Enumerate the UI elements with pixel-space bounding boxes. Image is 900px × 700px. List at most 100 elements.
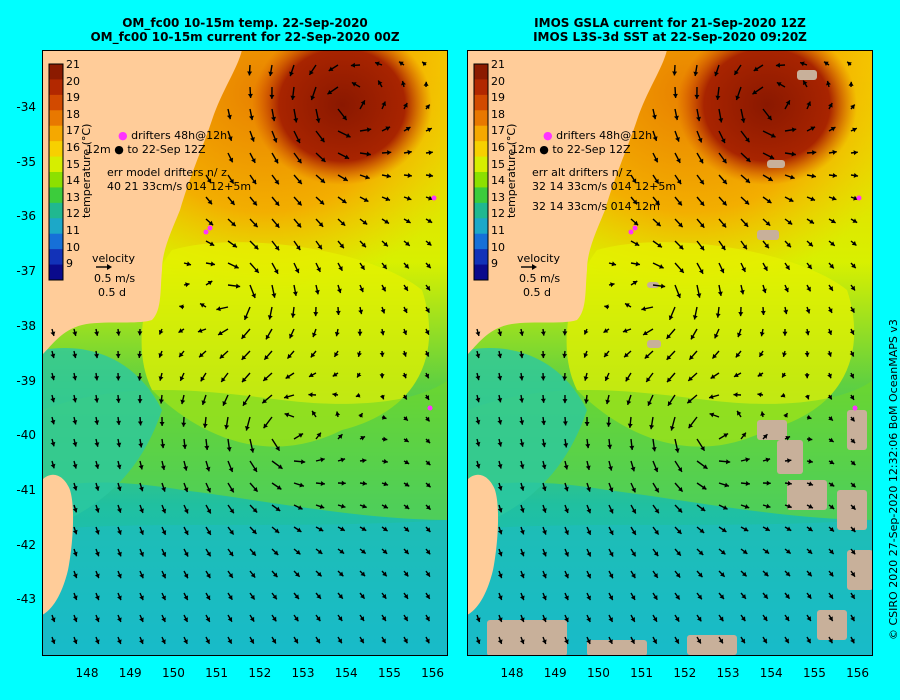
- latitude-label: -36: [16, 209, 36, 224]
- colorbar-tick-label: 16: [66, 141, 80, 154]
- right-velocity-time: 0.5 d: [523, 286, 551, 299]
- missing-data-patch: [847, 410, 867, 450]
- mainland-coast: [467, 50, 667, 355]
- warm-core-eddy: [252, 50, 432, 185]
- right-drifters-legend-line1: ● drifters 48h@12h: [543, 129, 653, 142]
- colorbar-swatch: [474, 79, 488, 96]
- missing-data-patch: [797, 70, 817, 80]
- missing-data-patch: [777, 440, 803, 474]
- colorbar-tick-label: 21: [491, 58, 505, 71]
- drifter-track: [852, 405, 858, 411]
- latitude-label: -35: [16, 154, 36, 169]
- left-drifters-legend-line2: 12m ● to 22-Sep 12Z: [86, 143, 206, 156]
- colorbar-tick-label: 13: [491, 190, 505, 204]
- colorbar-swatch: [49, 79, 63, 96]
- colorbar-swatch: [474, 64, 488, 80]
- missing-data-patch: [767, 160, 785, 168]
- right-title-line1: IMOS GSLA current for 21-Sep-2020 12Z: [534, 16, 806, 30]
- latitude-label: -41: [16, 482, 36, 497]
- colorbar-swatch: [474, 187, 488, 204]
- longitude-label: 155: [377, 666, 401, 680]
- longitude-label: 150: [586, 666, 610, 680]
- colorbar-swatch: [474, 264, 488, 281]
- colorbar-swatch: [49, 249, 63, 266]
- drifter-track: [427, 405, 433, 411]
- colorbar-tick-label: 15: [491, 157, 505, 171]
- right-panel-title: IMOS GSLA current for 21-Sep-2020 12Z IM…: [467, 16, 873, 44]
- colorbar-swatch: [49, 264, 63, 281]
- right-colorbar-title: temperature (°C): [505, 123, 518, 218]
- colorbar-tick-label: 12: [491, 207, 505, 221]
- colorbar-tick-label: 18: [491, 107, 505, 121]
- colorbar-swatch: [49, 172, 63, 188]
- colorbar-swatch: [49, 156, 63, 173]
- colorbar-tick-label: 10: [66, 240, 80, 254]
- colorbar-tick-label: 16: [491, 141, 505, 154]
- colorbar-swatch: [474, 94, 488, 111]
- colorbar-swatch: [49, 218, 63, 235]
- longitude-label: 151: [630, 666, 654, 680]
- colorbar-tick-label: 11: [66, 224, 80, 237]
- latitude-label: -38: [16, 318, 36, 333]
- right-velocity-title: velocity: [517, 252, 560, 265]
- longitude-label: 153: [716, 666, 740, 680]
- right-stats-row1: 32 14 33cm/s 014 12+5m: [532, 180, 677, 193]
- left-map-panel: [42, 50, 448, 656]
- colorbar-tick-label: 18: [66, 107, 80, 121]
- right-map-panel: [467, 50, 873, 656]
- longitude-label: 154: [334, 666, 358, 680]
- left-velocity-title: velocity: [92, 252, 135, 265]
- missing-data-patch: [847, 550, 873, 590]
- colorbar-tick-label: 13: [66, 190, 80, 204]
- right-title-line2: IMOS L3S-3d SST at 22-Sep-2020 09:20Z: [533, 30, 807, 44]
- colorbar-tick-label: 21: [66, 58, 80, 71]
- colorbar-swatch: [474, 110, 488, 127]
- colorbar-swatch: [49, 187, 63, 204]
- colorbar-swatch: [49, 202, 63, 219]
- right-drifters-legend-line2: 12m ● to 22-Sep 12Z: [511, 143, 631, 156]
- colorbar-tick-label: 20: [491, 74, 505, 88]
- missing-data-patch: [487, 620, 567, 656]
- left-map-canvas: [42, 50, 448, 656]
- tasmania: [467, 474, 499, 615]
- longitude-label: 156: [421, 666, 445, 680]
- missing-data-patch: [787, 480, 827, 510]
- right-stats-row2: 32 14 33cm/s 014 12m: [532, 200, 660, 213]
- longitude-label: 156: [846, 666, 870, 680]
- missing-data-patch: [587, 640, 647, 656]
- left-colorbar-title: temperature (°C): [80, 123, 93, 218]
- mainland-coast: [42, 50, 242, 355]
- colorbar-tick-label: 11: [491, 224, 505, 237]
- colorbar-tick-label: 14: [66, 174, 80, 188]
- longitude-label: 148: [75, 666, 99, 680]
- left-panel-title: OM_fc00 10-15m temp. 22-Sep-2020 OM_fc00…: [42, 16, 448, 44]
- colorbar-tick-label: 19: [66, 91, 80, 105]
- right-velocity-speed: 0.5 m/s: [519, 272, 561, 285]
- colorbar-swatch: [49, 233, 63, 250]
- colorbar-tick-label: 19: [491, 91, 505, 105]
- colorbar-swatch: [474, 202, 488, 219]
- longitude-label: 155: [802, 666, 826, 680]
- missing-data-patch: [757, 230, 779, 240]
- colorbar-swatch: [49, 110, 63, 127]
- missing-data-patch: [817, 610, 847, 640]
- left-drifters-legend-line1: ● drifters 48h@12h: [118, 129, 228, 142]
- colorbar-swatch: [49, 141, 63, 158]
- left-velocity-time: 0.5 d: [98, 286, 126, 299]
- right-stats-header: err alt drifters n/ z: [532, 166, 632, 179]
- colorbar-swatch: [49, 64, 63, 80]
- colorbar-tick-label: 10: [491, 240, 505, 254]
- colorbar-tick-label: 14: [491, 174, 505, 188]
- latitude-label: -37: [16, 264, 36, 279]
- longitude-label: 154: [759, 666, 783, 680]
- colorbar-swatch: [474, 233, 488, 250]
- latitude-label: -43: [16, 592, 36, 607]
- longitude-label: 151: [205, 666, 229, 680]
- colorbar-swatch: [474, 249, 488, 266]
- left-stats-header: err model drifters n/ z: [107, 166, 227, 179]
- left-title-line1: OM_fc00 10-15m temp. 22-Sep-2020: [122, 16, 368, 30]
- longitude-label: 148: [500, 666, 524, 680]
- colorbar-tick-label: 9: [491, 257, 498, 271]
- missing-data-patch: [687, 635, 737, 655]
- drifter-track: [431, 195, 437, 201]
